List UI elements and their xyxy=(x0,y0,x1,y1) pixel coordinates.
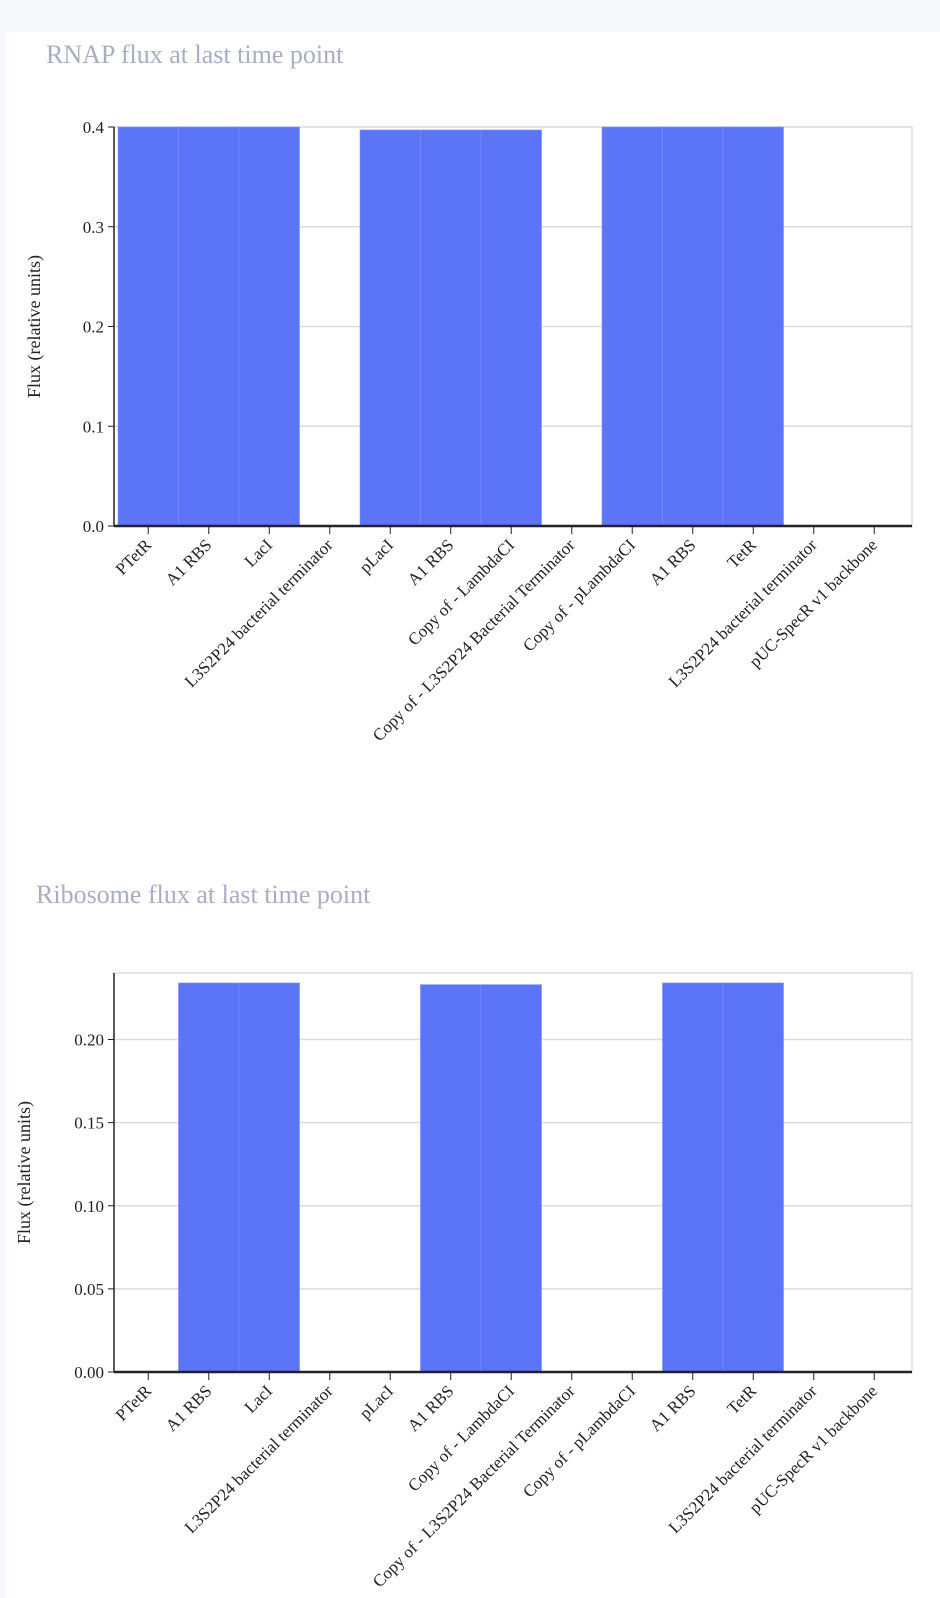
bar xyxy=(662,982,724,1373)
x-tick-label: PTetR xyxy=(112,1381,156,1425)
y-tick-label: 0.00 xyxy=(74,1363,104,1382)
bar xyxy=(662,126,724,527)
bar xyxy=(722,982,784,1373)
y-axis-title: Flux (relative units) xyxy=(14,1101,35,1244)
x-tick-label: Copy of - pLambdaCI xyxy=(519,1381,639,1501)
y-tick-label: 0.10 xyxy=(74,1197,104,1216)
x-tick-label: A1 RBS xyxy=(162,1381,216,1435)
bar xyxy=(359,129,421,527)
chart-title-ribosome: Ribosome flux at last time point xyxy=(36,880,371,909)
x-tick-label: Copy of - LambdaCI xyxy=(404,1381,518,1495)
bar xyxy=(480,129,542,527)
chart-title-rnap: RNAP flux at last time point xyxy=(46,40,344,69)
bar xyxy=(722,126,784,527)
y-tick-label: 0.1 xyxy=(83,417,104,436)
x-tick-label: A1 RBS xyxy=(646,1381,700,1435)
bar xyxy=(178,126,240,527)
y-tick-label: 0.05 xyxy=(74,1280,104,1299)
bar xyxy=(420,129,482,527)
x-tick-label: pLacI xyxy=(356,1381,398,1423)
bar xyxy=(420,984,482,1373)
x-tick-label: A1 RBS xyxy=(404,1381,458,1435)
bar xyxy=(238,126,300,527)
y-tick-label: 0.20 xyxy=(74,1031,104,1050)
y-tick-label: 0.3 xyxy=(83,218,104,237)
x-tick-label: TetR xyxy=(723,1381,760,1418)
y-tick-label: 0.2 xyxy=(83,318,104,337)
bar xyxy=(480,984,542,1373)
y-tick-label: 0.0 xyxy=(83,517,104,536)
y-tick-label: 0.4 xyxy=(83,118,105,137)
bar xyxy=(238,982,300,1373)
y-tick-label: 0.15 xyxy=(74,1114,104,1133)
bar xyxy=(178,982,240,1373)
bar xyxy=(117,126,179,527)
y-axis-title: Flux (relative units) xyxy=(24,255,45,398)
bar xyxy=(601,126,663,527)
x-tick-label: LacI xyxy=(241,1381,277,1417)
